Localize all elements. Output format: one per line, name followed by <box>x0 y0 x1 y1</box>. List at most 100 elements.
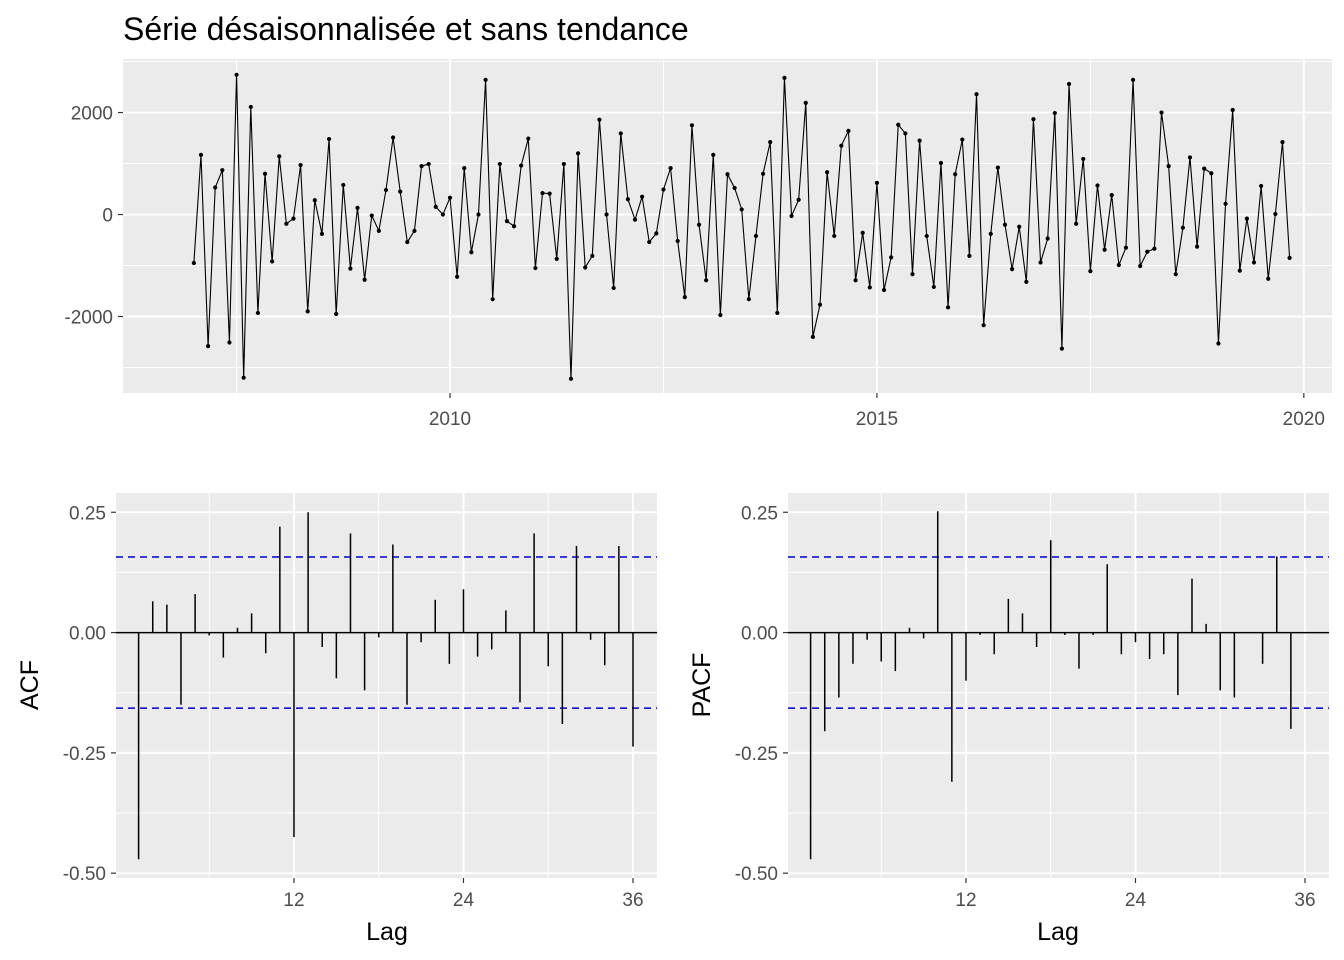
ts-point <box>277 154 282 159</box>
ts-point <box>910 272 915 277</box>
ts-panel <box>123 59 1332 393</box>
pacf-y-tick-label: 0.00 <box>741 624 778 645</box>
ts-point <box>476 212 481 217</box>
ts-point <box>511 224 517 229</box>
ts-point <box>1123 245 1129 250</box>
ts-point <box>796 197 801 202</box>
ts-point <box>846 128 851 133</box>
ts-point <box>270 259 275 264</box>
acf-y-tick-label: 0.00 <box>69 624 106 645</box>
ts-point <box>988 231 993 237</box>
ts-point <box>1031 117 1036 122</box>
ts-point <box>668 166 673 171</box>
ts-point <box>198 152 204 157</box>
ts-point <box>1180 225 1185 230</box>
ts-point <box>917 138 922 143</box>
ts-point <box>881 287 887 293</box>
ts-point <box>1130 77 1136 83</box>
ts-point <box>981 323 986 328</box>
acf-y-tick-label: -0.50 <box>63 864 106 885</box>
ts-point <box>746 297 751 302</box>
ts-point <box>1102 247 1107 252</box>
ts-point <box>1216 341 1221 346</box>
ts-point <box>945 305 951 310</box>
ts-point <box>526 136 531 141</box>
acf-y-tick-label: 0.25 <box>69 503 106 524</box>
pacf-x-tick-label: 12 <box>955 890 976 911</box>
ts-x-tick-label: 2010 <box>429 409 471 430</box>
ts-point <box>561 161 566 167</box>
ts-point <box>590 253 595 258</box>
ts-point <box>938 160 944 166</box>
acf-bars <box>116 512 657 860</box>
ts-point <box>967 253 972 258</box>
ts-x-tick-label: 2015 <box>856 409 898 430</box>
ts-point <box>1166 163 1171 169</box>
ts-point <box>1237 268 1242 273</box>
ts-y-axis: -2000 0 2000 <box>64 104 123 329</box>
ts-point <box>995 165 1000 170</box>
ts-point <box>1244 216 1250 221</box>
ts-point <box>1138 263 1143 269</box>
ts-point <box>1017 224 1022 229</box>
ts-point <box>298 162 303 168</box>
ts-point <box>1202 166 1207 171</box>
pacf-bars <box>788 511 1329 860</box>
pacf-y-tick-label: 0.25 <box>741 503 778 524</box>
ts-point <box>1209 171 1214 176</box>
ts-point <box>583 265 588 270</box>
ts-y-tick-label: 0 <box>102 206 113 227</box>
ts-point <box>704 278 709 283</box>
ts-point <box>725 172 730 177</box>
pacf-y-tick-label: -0.25 <box>735 744 778 765</box>
ts-point <box>661 187 666 192</box>
ts-point <box>305 309 310 314</box>
ts-point <box>632 217 638 222</box>
ts-point <box>220 168 225 173</box>
ts-point <box>597 117 602 122</box>
ts-point <box>241 375 246 380</box>
ts-point <box>775 310 780 316</box>
ts-point <box>227 340 232 345</box>
ts-point <box>1002 222 1008 227</box>
ts-point <box>753 233 759 239</box>
ts-point <box>618 131 623 136</box>
acf-y-axis: -0.50 -0.25 0.00 0.25 <box>63 503 116 885</box>
pacf-x-tick-label: 36 <box>1294 890 1315 911</box>
ts-point <box>860 230 865 235</box>
ts-point <box>433 204 438 209</box>
ts-y-tick-label: -2000 <box>64 308 113 329</box>
ts-point <box>689 123 695 128</box>
chart-title: Série désaisonnalisée et sans tendance <box>123 11 689 47</box>
ts-point <box>291 216 296 221</box>
ts-y-tick-label: 2000 <box>71 104 113 125</box>
acf-y-tick-label: -0.25 <box>63 744 106 765</box>
ts-point <box>867 285 872 290</box>
ts-point <box>540 191 545 196</box>
ts-point <box>213 185 218 190</box>
ts-point <box>789 213 794 219</box>
ts-point <box>447 195 453 200</box>
ts-point <box>711 152 716 157</box>
ts-point <box>718 312 723 318</box>
ts-point <box>625 197 630 202</box>
ts-point <box>1095 183 1100 188</box>
ts-point <box>903 131 908 136</box>
acf-y-label: ACF <box>16 660 44 710</box>
acf-x-tick-label: 12 <box>283 890 304 911</box>
ts-point <box>1059 346 1065 351</box>
ts-point <box>611 285 616 291</box>
ts-point <box>1173 272 1178 277</box>
pacf-x-axis: 12 24 36 <box>955 878 1316 911</box>
acf-x-tick-label: 24 <box>453 890 475 911</box>
ts-point <box>1187 155 1193 160</box>
ts-point <box>1052 110 1057 116</box>
ts-point <box>348 266 353 271</box>
ts-point <box>355 205 360 210</box>
ts-point <box>398 189 403 194</box>
ts-point <box>817 302 823 307</box>
ts-gridlines <box>123 59 1332 393</box>
ts-point <box>1280 140 1285 145</box>
ts-point <box>455 274 460 279</box>
pacf-x-label: Lag <box>1037 918 1079 946</box>
